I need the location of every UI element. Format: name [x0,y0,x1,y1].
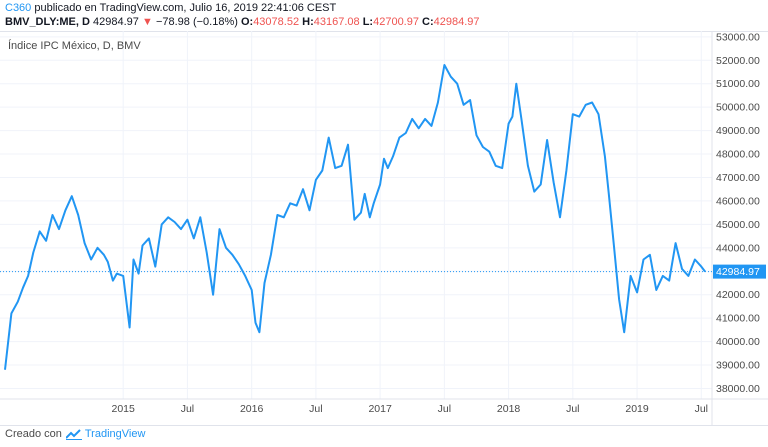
high-label: H: [302,16,314,28]
last-price-tag: 42984.97 [713,264,766,279]
y-tick-label: 38000.00 [716,383,760,395]
tradingview-logo-icon [65,428,82,440]
price-axis: 38000.00 39000.00 40000.00 41000.00 42000.00… [716,31,760,395]
y-tick-label: 42000.00 [716,289,760,301]
x-tick-label: Jul [438,403,451,415]
y-tick-label: 48000.00 [716,149,760,161]
low-label: L: [362,16,374,28]
vertical-gridlines [122,31,702,399]
low-value: 42700.97 [373,16,419,28]
x-tick-label: 2016 [240,403,264,415]
triangle-down-icon: ▼ [141,16,153,28]
x-tick-label: 2019 [625,403,649,415]
y-tick-label: 53000.00 [716,31,760,43]
publish-info: C360 publicado en TradingView.com, Julio… [5,2,336,14]
symbol-legend: BMV_DLY:ME, D 42984.97 ▼ −78.98 (−0.18%)… [5,16,480,28]
y-tick-label: 46000.00 [716,195,760,207]
last-price: 42984.97 [93,16,139,28]
x-tick-label: Jul [566,403,579,415]
symbol-name: BMV_DLY:ME, D [5,16,90,28]
open-label: O: [240,16,254,28]
created-with-text: Creado con [5,428,62,440]
y-tick-label: 41000.00 [716,313,760,325]
price-change: −78.98 (−0.18%) [155,16,238,28]
y-tick-label: 50000.00 [716,102,760,114]
x-tick-label: 2018 [497,403,521,415]
x-tick-label: 2017 [368,403,392,415]
y-tick-label: 51000.00 [716,78,760,90]
y-tick-label: 39000.00 [716,360,760,372]
last-price-label-bg [713,264,766,279]
y-tick-label: 40000.00 [716,336,760,348]
price-chart[interactable]: 38000.00 39000.00 40000.00 41000.00 42000.00… [0,31,768,426]
chart-frame [0,31,768,426]
x-tick-label: Jul [181,403,194,415]
published-text: publicado en TradingView.com, Julio 16, … [34,2,337,14]
horizontal-gridlines [0,36,712,389]
tradingview-link[interactable]: TradingView [65,428,146,440]
publisher-name[interactable]: C360 [5,2,32,14]
close-value: 42984.97 [433,16,480,28]
series-line [4,64,706,370]
close-label: C: [422,16,434,28]
footer: Creado con TradingView [5,428,145,440]
pane-title: Índice IPC México, D, BMV [8,40,141,52]
x-tick-label: Jul [309,403,322,415]
y-tick-label: 45000.00 [716,219,760,231]
open-value: 43078.52 [253,16,300,28]
y-tick-label: 49000.00 [716,125,760,137]
tradingview-brand: TradingView [84,428,146,440]
y-tick-label: 52000.00 [716,55,760,67]
last-price-label: 42984.97 [716,266,760,278]
high-value: 43167.08 [313,16,360,28]
y-tick-label: 44000.00 [716,242,760,254]
y-tick-label: 47000.00 [716,172,760,184]
time-axis: 2015 Jul 2016 Jul 2017 Jul 2018 Jul 2019 Jul [112,403,709,415]
x-tick-label: Jul [695,403,708,415]
x-tick-label: 2015 [112,403,136,415]
